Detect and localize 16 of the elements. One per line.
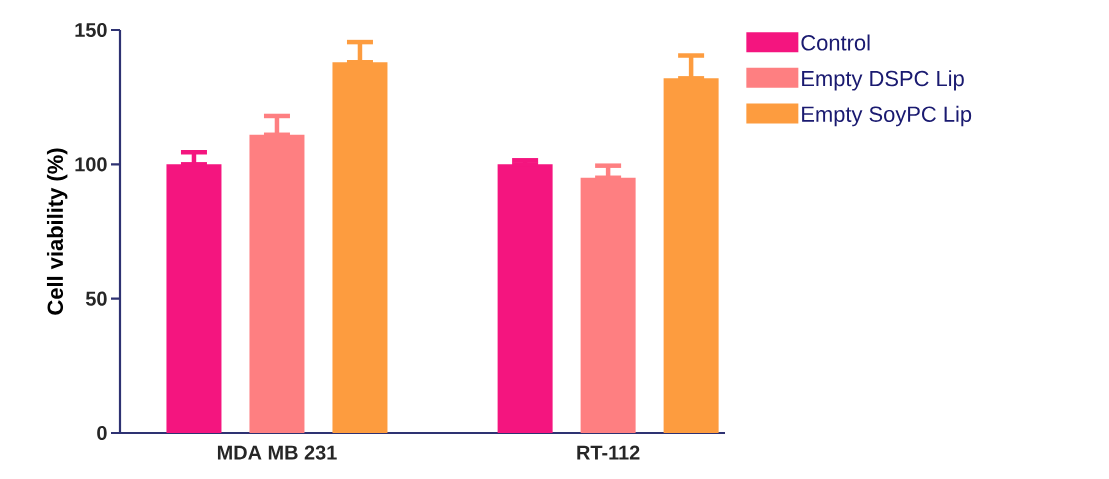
x-tick-label: RT-112 — [577, 445, 640, 460]
bar — [166, 164, 222, 433]
bar — [497, 164, 553, 433]
y-tick-label: 100 — [75, 157, 107, 172]
bar — [663, 78, 719, 433]
legend-label: Empty SoyPC Lip — [802, 105, 972, 127]
y-axis-title: Cell viability (%) — [46, 148, 68, 315]
y-tick-label: 0 — [97, 425, 107, 441]
bar — [332, 62, 388, 433]
x-tick-label: MDA MB 231 — [217, 445, 337, 460]
y-tick-label: 150 — [75, 22, 107, 38]
bar — [249, 134, 305, 433]
bar — [580, 177, 636, 433]
y-tick-label: 50 — [85, 291, 107, 306]
legend-label: Control — [801, 34, 870, 51]
legend-label: Empty DSPC Lip — [802, 70, 964, 91]
